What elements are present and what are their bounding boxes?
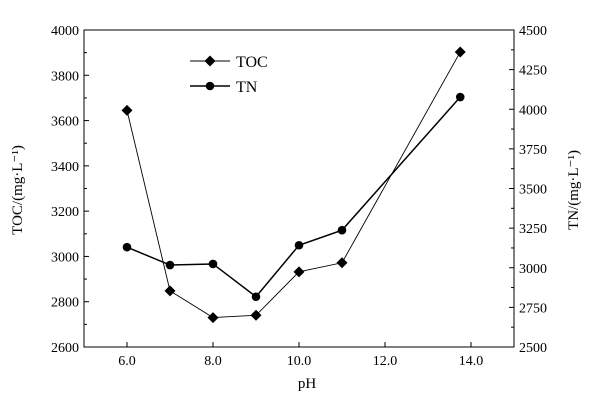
y-right-tick-label: 4250 (519, 64, 547, 79)
y-left-tick-label: 2800 (51, 296, 79, 311)
y-left-tick-label: 3600 (51, 115, 79, 130)
y-left-tick-label: 3200 (51, 205, 79, 220)
legend-marker (204, 55, 216, 67)
series-layer (121, 46, 466, 324)
y-right-tick-label: 3000 (519, 262, 547, 277)
y-right-tick-label: 2750 (519, 301, 547, 316)
y-right-tick-label: 4000 (519, 103, 547, 118)
data-point-tn (251, 292, 261, 302)
x-axis: 6.0 8.0 10.0 12.0 14.0 (118, 342, 483, 369)
y-axis-left: 2600 2800 3000 3200 3400 3600 3800 4000 (51, 24, 89, 356)
data-point-toc (454, 46, 466, 58)
series-toc (121, 46, 466, 324)
data-point-tn (208, 259, 218, 269)
x-tick-label: 10.0 (287, 354, 312, 369)
plot-area (83, 29, 515, 348)
y-right-tick-label: 3500 (519, 183, 547, 198)
data-point-tn (294, 240, 304, 250)
y-right-tick-label: 4500 (519, 24, 547, 39)
legend-label: TN (236, 79, 258, 96)
x-tick-label: 8.0 (204, 354, 222, 369)
y-axis-right-label: TN/(mg·L⁻¹) (566, 150, 582, 230)
y-axis-left-label: TOC/(mg·L⁻¹) (10, 145, 26, 235)
y-left-tick-label: 3800 (51, 69, 79, 84)
y-left-tick-label: 3000 (51, 250, 79, 265)
x-tick-label: 12.0 (373, 354, 398, 369)
x-tick-label: 14.0 (459, 354, 484, 369)
legend-label: TOC (236, 54, 268, 71)
data-point-toc (164, 285, 176, 297)
data-point-tn (455, 92, 465, 102)
data-point-toc (207, 312, 219, 324)
y-axis-right: 2500 2750 3000 3250 3500 3750 4000 4250 4500 (509, 24, 547, 356)
y-right-tick-label: 3250 (519, 222, 547, 237)
data-point-toc (121, 104, 133, 116)
y-right-tick-label: 3750 (519, 143, 547, 158)
data-point-toc (293, 266, 305, 278)
legend-marker (205, 81, 215, 91)
x-tick-label: 6.0 (118, 354, 136, 369)
data-point-toc (336, 257, 348, 269)
series-line-toc (126, 51, 461, 319)
y-left-tick-label: 4000 (51, 24, 79, 39)
series-tn (122, 92, 465, 302)
y-left-tick-label: 2600 (51, 341, 79, 356)
data-point-tn (122, 242, 132, 252)
data-point-toc (250, 309, 262, 321)
data-point-tn (337, 225, 347, 235)
x-axis-label: pH (298, 376, 317, 392)
data-point-tn (165, 260, 175, 270)
y-left-tick-label: 3400 (51, 160, 79, 175)
legend: TOC TN (190, 54, 268, 96)
plot-frame (83, 29, 515, 348)
y-right-tick-label: 2500 (519, 341, 547, 356)
series-line-tn (126, 96, 461, 298)
